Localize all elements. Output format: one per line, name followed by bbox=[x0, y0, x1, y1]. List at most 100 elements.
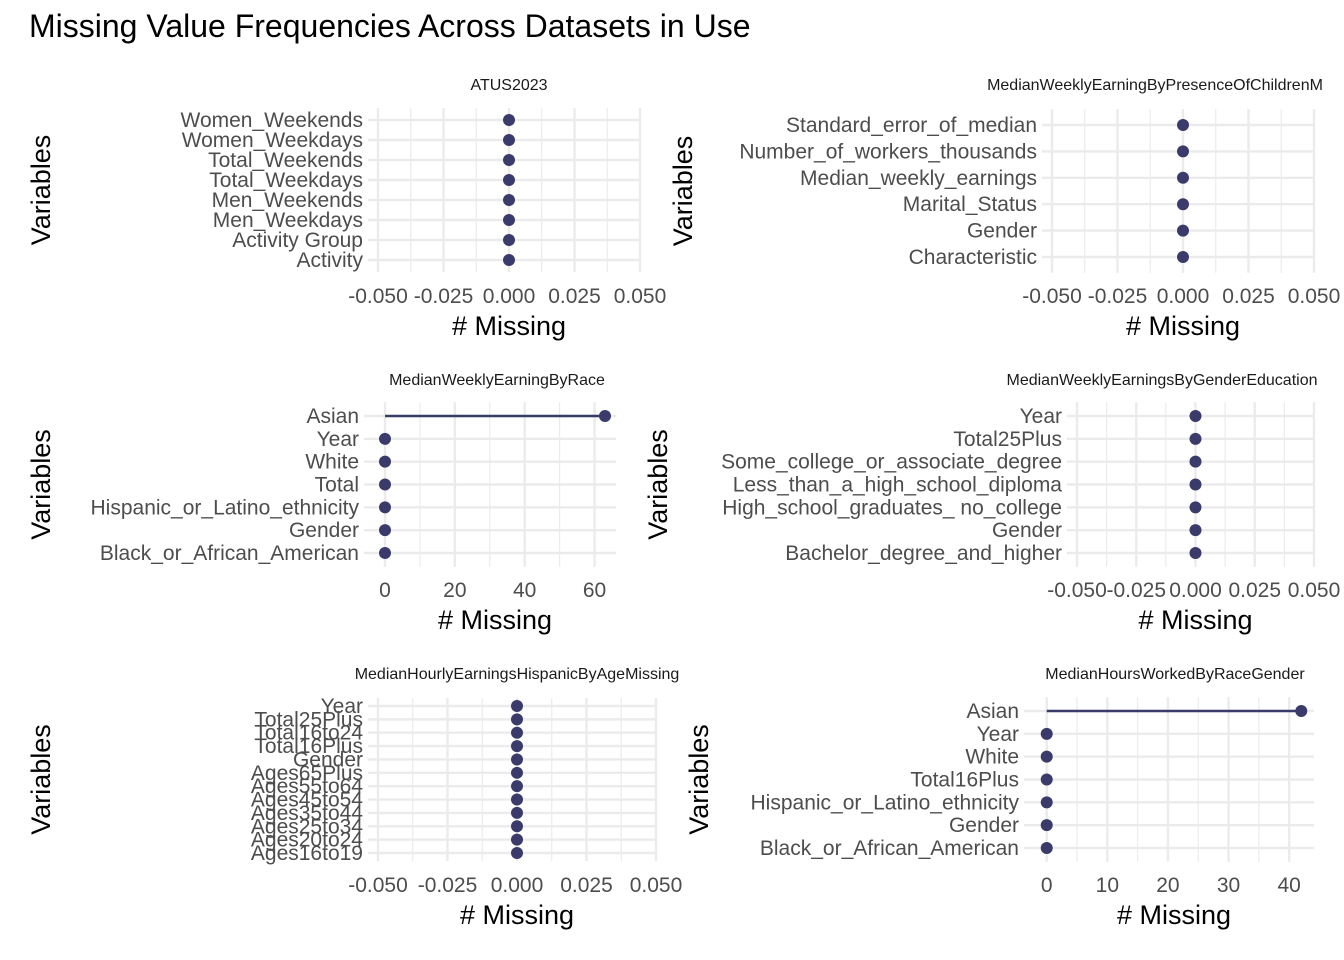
x-tick-label: 10 bbox=[1096, 874, 1119, 897]
category-label: Women_Weekdays bbox=[182, 129, 363, 152]
data-point[interactable] bbox=[379, 547, 391, 559]
x-tick-label: 20 bbox=[443, 579, 466, 602]
data-point[interactable] bbox=[1189, 547, 1202, 559]
category-label: Bachelor_degree_and_higher bbox=[785, 542, 1062, 565]
data-point[interactable] bbox=[1040, 750, 1053, 763]
category-label: Gender bbox=[293, 748, 363, 771]
panel-title: ATUS2023 bbox=[470, 77, 547, 94]
data-point[interactable] bbox=[511, 713, 523, 726]
data-point[interactable] bbox=[1040, 842, 1053, 854]
data-point[interactable] bbox=[1295, 705, 1308, 717]
x-tick-label: -0.050 bbox=[348, 285, 408, 308]
data-point[interactable] bbox=[379, 524, 391, 537]
x-tick-label: -0.050 bbox=[1047, 579, 1107, 602]
data-point[interactable] bbox=[511, 740, 523, 753]
data-point[interactable] bbox=[1177, 198, 1189, 211]
category-label: Year bbox=[321, 695, 363, 718]
data-point[interactable] bbox=[1189, 524, 1202, 537]
panel-title: MedianWeeklyEarningByRace bbox=[389, 372, 605, 389]
category-label: Men_Weekends bbox=[212, 189, 363, 212]
x-tick-label: 0 bbox=[379, 579, 391, 602]
data-point[interactable] bbox=[511, 780, 523, 793]
category-label: Some_college_or_associate_degree bbox=[721, 451, 1062, 474]
data-point[interactable] bbox=[503, 254, 515, 266]
data-point[interactable] bbox=[511, 847, 523, 859]
x-tick-label: -0.050 bbox=[1022, 285, 1082, 308]
data-point[interactable] bbox=[511, 793, 523, 806]
x-tick-label: -0.025 bbox=[1106, 579, 1166, 602]
x-tick-label: 0.025 bbox=[548, 285, 601, 308]
x-tick-label: 0.050 bbox=[1288, 579, 1341, 602]
data-point[interactable] bbox=[511, 700, 523, 712]
x-axis-title: # Missing bbox=[452, 311, 566, 341]
data-point[interactable] bbox=[511, 806, 523, 819]
category-label: Total_Weekends bbox=[208, 149, 363, 172]
data-point[interactable] bbox=[503, 114, 515, 126]
chart-panel-6: MedianHoursWorkedByRaceGender AsianYearWh… bbox=[684, 666, 1314, 930]
category-label: Activity bbox=[296, 249, 363, 272]
data-point[interactable] bbox=[1189, 455, 1202, 468]
category-label: Total16to24 bbox=[254, 722, 363, 745]
data-point[interactable] bbox=[1177, 145, 1189, 158]
category-label: Ages65Plus bbox=[251, 762, 363, 785]
data-point[interactable] bbox=[511, 726, 523, 739]
category-label: Gender bbox=[949, 814, 1019, 837]
category-label: Total bbox=[315, 474, 359, 497]
data-point[interactable] bbox=[511, 753, 523, 766]
category-label: Total25Plus bbox=[953, 428, 1062, 451]
data-point[interactable] bbox=[1177, 224, 1189, 237]
data-point[interactable] bbox=[379, 455, 391, 468]
category-label: Gender bbox=[289, 519, 359, 542]
data-point[interactable] bbox=[599, 410, 611, 422]
category-label: Hispanic_or_Latino_ethnicity bbox=[751, 791, 1020, 814]
x-tick-label: 30 bbox=[1217, 874, 1240, 897]
data-point[interactable] bbox=[1040, 819, 1053, 832]
category-label: Gender bbox=[992, 519, 1062, 542]
chart-panel-1: ATUS2023Women_WeekendsWomen_WeekdaysTota… bbox=[26, 77, 666, 341]
data-point[interactable] bbox=[503, 134, 515, 146]
data-point[interactable] bbox=[1189, 410, 1202, 422]
data-point[interactable] bbox=[1189, 501, 1202, 514]
data-point[interactable] bbox=[511, 833, 523, 846]
panel-title: MedianHoursWorkedByRaceGender bbox=[1045, 666, 1305, 683]
data-point[interactable] bbox=[1040, 727, 1053, 740]
data-point[interactable] bbox=[1040, 796, 1053, 809]
data-point[interactable] bbox=[1177, 171, 1189, 184]
chart-panel-5: MedianHourlyEarningsHispanicByAgeMissing… bbox=[26, 666, 682, 930]
x-tick-label: -0.025 bbox=[414, 285, 474, 308]
chart-panel-2: MedianWeeklyEarningByPresenceOfChildrenM… bbox=[668, 77, 1340, 341]
x-tick-label: 40 bbox=[1277, 874, 1300, 897]
category-label: Characteristic bbox=[909, 246, 1037, 269]
category-label: Men_Weekdays bbox=[213, 209, 363, 232]
data-point[interactable] bbox=[379, 478, 391, 491]
data-point[interactable] bbox=[503, 214, 515, 226]
x-axis-title: # Missing bbox=[1117, 900, 1231, 930]
data-point[interactable] bbox=[1177, 251, 1189, 263]
data-point[interactable] bbox=[503, 194, 515, 206]
y-axis-title: Variables bbox=[643, 429, 673, 540]
data-point[interactable] bbox=[511, 820, 523, 833]
data-point[interactable] bbox=[503, 234, 515, 246]
data-point[interactable] bbox=[503, 154, 515, 166]
category-label: Total16Plus bbox=[910, 769, 1019, 792]
data-point[interactable] bbox=[1040, 773, 1053, 786]
data-point[interactable] bbox=[503, 174, 515, 186]
data-point[interactable] bbox=[379, 501, 391, 514]
x-tick-label: 0.050 bbox=[614, 285, 667, 308]
data-point[interactable] bbox=[379, 432, 391, 445]
category-label: Year bbox=[317, 428, 359, 451]
category-label: White bbox=[305, 451, 359, 474]
chart-panel-4: MedianWeeklyEarningsByGenderEducation Yea… bbox=[643, 372, 1340, 635]
x-axis-title: # Missing bbox=[460, 900, 574, 930]
category-label: Black_or_African_American bbox=[100, 542, 359, 565]
category-label: Total_Weekdays bbox=[209, 169, 363, 192]
x-tick-label: 0.000 bbox=[1169, 579, 1222, 602]
data-point[interactable] bbox=[1189, 432, 1202, 445]
figure-title: Missing Value Frequencies Across Dataset… bbox=[29, 8, 751, 44]
data-point[interactable] bbox=[1177, 119, 1189, 131]
category-label: Median_weekly_earnings bbox=[800, 167, 1037, 190]
data-point[interactable] bbox=[1189, 478, 1202, 491]
data-point[interactable] bbox=[511, 766, 523, 779]
x-tick-label: 60 bbox=[583, 579, 606, 602]
